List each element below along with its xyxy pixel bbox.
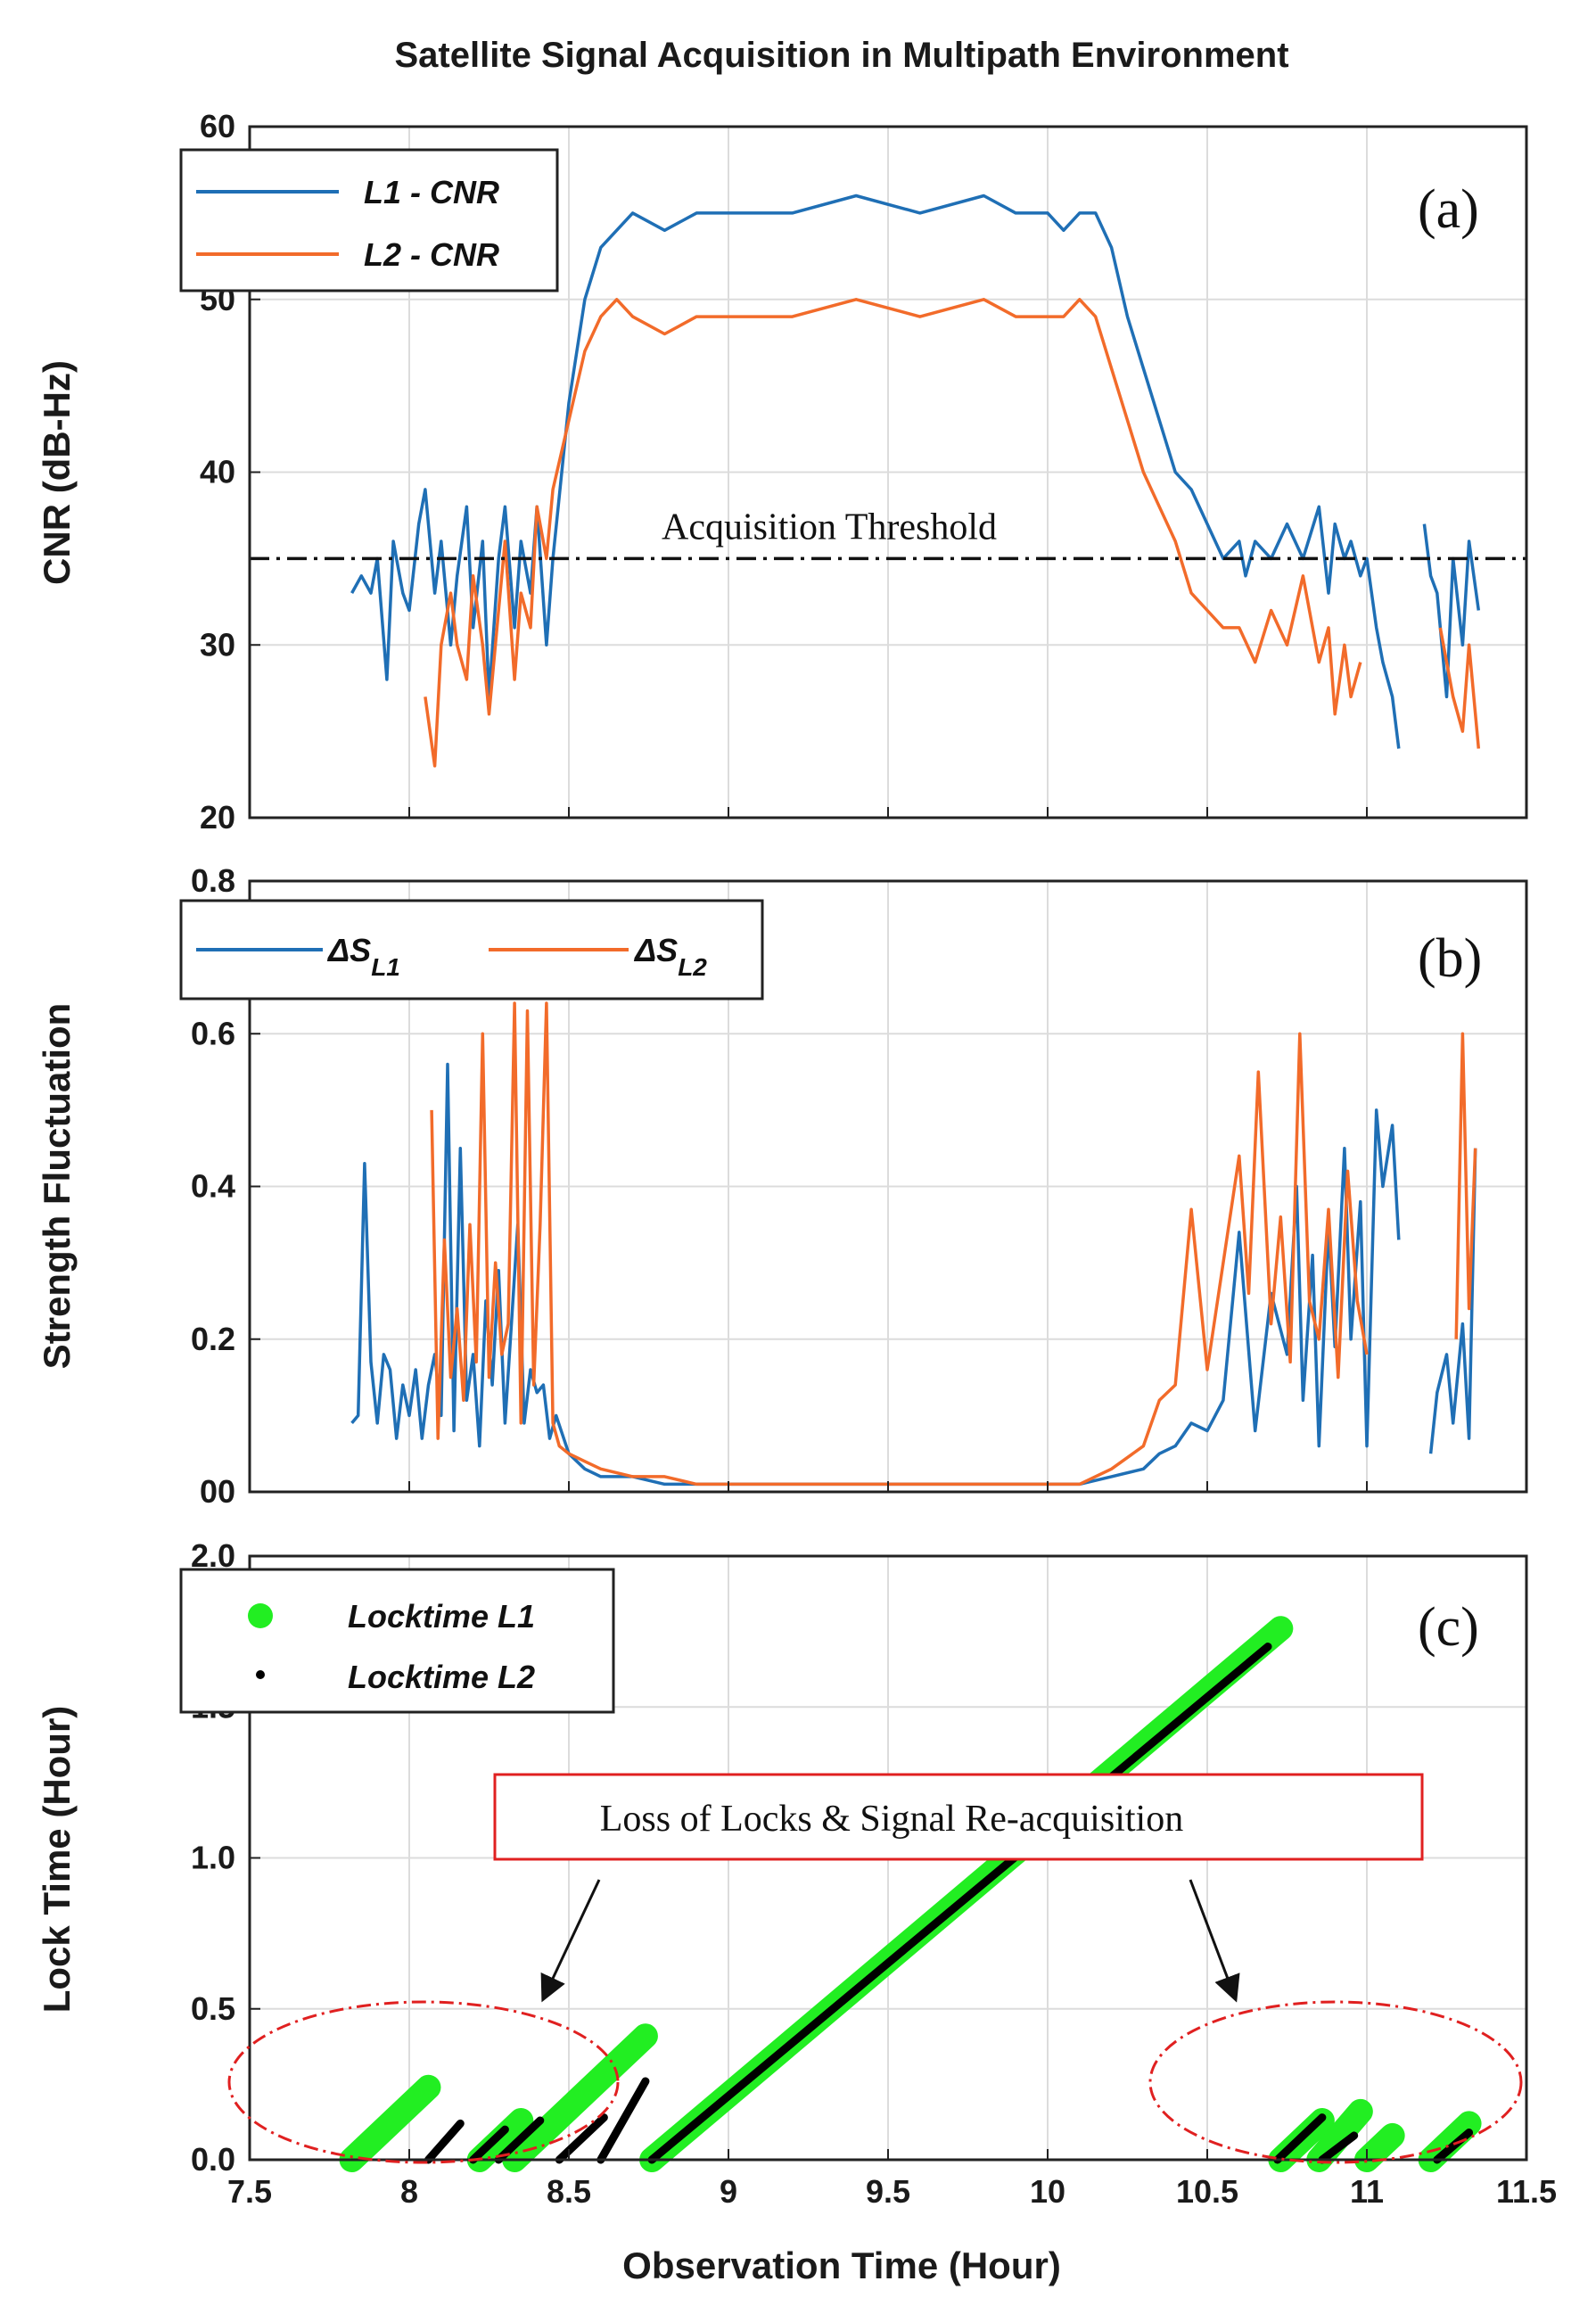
- panel-b-legend: ΔSL1 ΔSL2: [179, 899, 764, 1001]
- y-tick-label: 2.0: [191, 1537, 235, 1574]
- series-line-l2: [1454, 1032, 1477, 1339]
- panel-b-yticks: 00 0.2 0.4 0.6 0.8: [191, 862, 1368, 1510]
- acquisition-threshold: Acquisition Threshold: [250, 506, 1526, 561]
- locktime-l2-segment: [596, 2077, 650, 2164]
- x-tick-label: 8.5: [547, 2173, 591, 2210]
- x-tick-label: 8: [400, 2173, 418, 2210]
- y-tick-label: 0.6: [191, 1015, 235, 1051]
- x-tick-label: 11.5: [1496, 2173, 1557, 2210]
- locktime-l1-segment: [466, 2107, 534, 2172]
- legend-locktime-l2-marker: [256, 1670, 265, 1679]
- locktime-l1-segment: [502, 2023, 658, 2172]
- threshold-label: Acquisition Threshold: [662, 506, 997, 548]
- y-tick-label: 0.5: [191, 1990, 235, 2027]
- legend-ds-l1: ΔSL1: [326, 932, 400, 981]
- panel-c-letter: (c): [1418, 1597, 1479, 1658]
- x-tick-label: 10.5: [1176, 2173, 1238, 2210]
- legend-ds-l2: ΔSL2: [633, 932, 707, 981]
- y-tick-label: 40: [200, 454, 235, 490]
- series-line-l1: [350, 1062, 1401, 1487]
- panel-b-fluctuation: 000.20.40.60.8 Strength Fluctuation (b) …: [36, 862, 1528, 1510]
- legend-box: [179, 1568, 615, 1714]
- locktime-l1-segment: [339, 2074, 441, 2172]
- panel-b-series: [350, 1001, 1477, 1487]
- panel-a-ylabel: CNR (dB-Hz): [36, 360, 78, 585]
- panel-c-ylabel: Lock Time (Hour): [36, 1706, 78, 2014]
- y-tick-label: 1.0: [191, 1840, 235, 1876]
- y-tick-label: 0.2: [191, 1321, 235, 1357]
- annotation-arrow-left: [540, 1879, 601, 2003]
- x-tick-label: 9.5: [866, 2173, 910, 2210]
- legend-locktime-l1: Locktime L1: [348, 1598, 535, 1635]
- x-tick-label: 9: [720, 2173, 737, 2210]
- locktime-l1-segment: [1418, 2111, 1482, 2172]
- panel-a-grid: [250, 127, 1526, 818]
- panel-a-legend: L1 - CNR L2 - CNR: [179, 148, 559, 292]
- annotation-ellipse-left: [227, 2000, 620, 2164]
- y-tick-label: 0.0: [191, 2141, 235, 2178]
- panel-b-letter: (b): [1418, 928, 1482, 989]
- y-tick-label: 30: [200, 626, 235, 663]
- locktime-l2-segment: [1318, 2131, 1359, 2164]
- panel-c-xlabel: Observation Time (Hour): [622, 2244, 1061, 2286]
- y-tick-label: 0.8: [191, 862, 235, 899]
- annotation-text: Loss of Locks & Signal Re-acquisition: [600, 1799, 1183, 1840]
- panel-b-ylabel: Strength Fluctuation: [36, 1003, 78, 1370]
- y-tick-label: 20: [200, 799, 235, 836]
- legend-box: [179, 148, 559, 292]
- series-line-l1: [1428, 1148, 1477, 1454]
- locktime-l2-segment: [555, 2113, 608, 2164]
- locktime-l2-segment: [647, 1643, 1272, 2164]
- locktime-l2-segment: [1433, 2129, 1474, 2164]
- x-tick-label: 11: [1350, 2173, 1384, 2210]
- panel-a-letter: (a): [1418, 179, 1479, 240]
- locktime-l1-segment: [1306, 2098, 1373, 2172]
- x-tick-label: 10: [1030, 2173, 1065, 2210]
- y-tick-label: 00: [200, 1473, 235, 1510]
- annotation-arrow-right: [1189, 1879, 1240, 2003]
- legend-l2-cnr: L2 - CNR: [364, 236, 499, 273]
- annotation-box: [493, 1773, 1424, 1861]
- legend-locktime-l2: Locktime L2: [348, 1659, 535, 1695]
- panel-c-legend: Locktime L1 Locktime L2: [179, 1568, 615, 1714]
- series-line-l2: [424, 298, 1362, 768]
- locktime-l2-segment: [424, 2119, 465, 2164]
- figure-title: Satellite Signal Acquisition in Multipat…: [394, 36, 1288, 75]
- x-tick-label: 7.5: [227, 2173, 272, 2210]
- y-tick-label: 0.4: [191, 1168, 235, 1205]
- y-tick-label: 60: [200, 108, 235, 144]
- series-line-l2: [1438, 627, 1481, 749]
- loss-of-lock-annotation: Loss of Locks & Signal Re-acquisition: [227, 1773, 1523, 2164]
- legend-l1-cnr: L1 - CNR: [364, 174, 499, 210]
- locktime-l1-segment: [1354, 2122, 1405, 2172]
- panel-c-series: [339, 1616, 1482, 2172]
- series-line-l1: [1422, 523, 1481, 699]
- annotation-ellipse-right: [1148, 2000, 1523, 2164]
- locktime-l2-segment: [469, 2125, 509, 2164]
- locktime-l2-segment: [494, 2116, 545, 2164]
- legend-locktime-l1-marker: [248, 1603, 273, 1628]
- locktime-l2-segment: [1273, 2113, 1327, 2164]
- series-line-l2: [430, 1001, 1369, 1487]
